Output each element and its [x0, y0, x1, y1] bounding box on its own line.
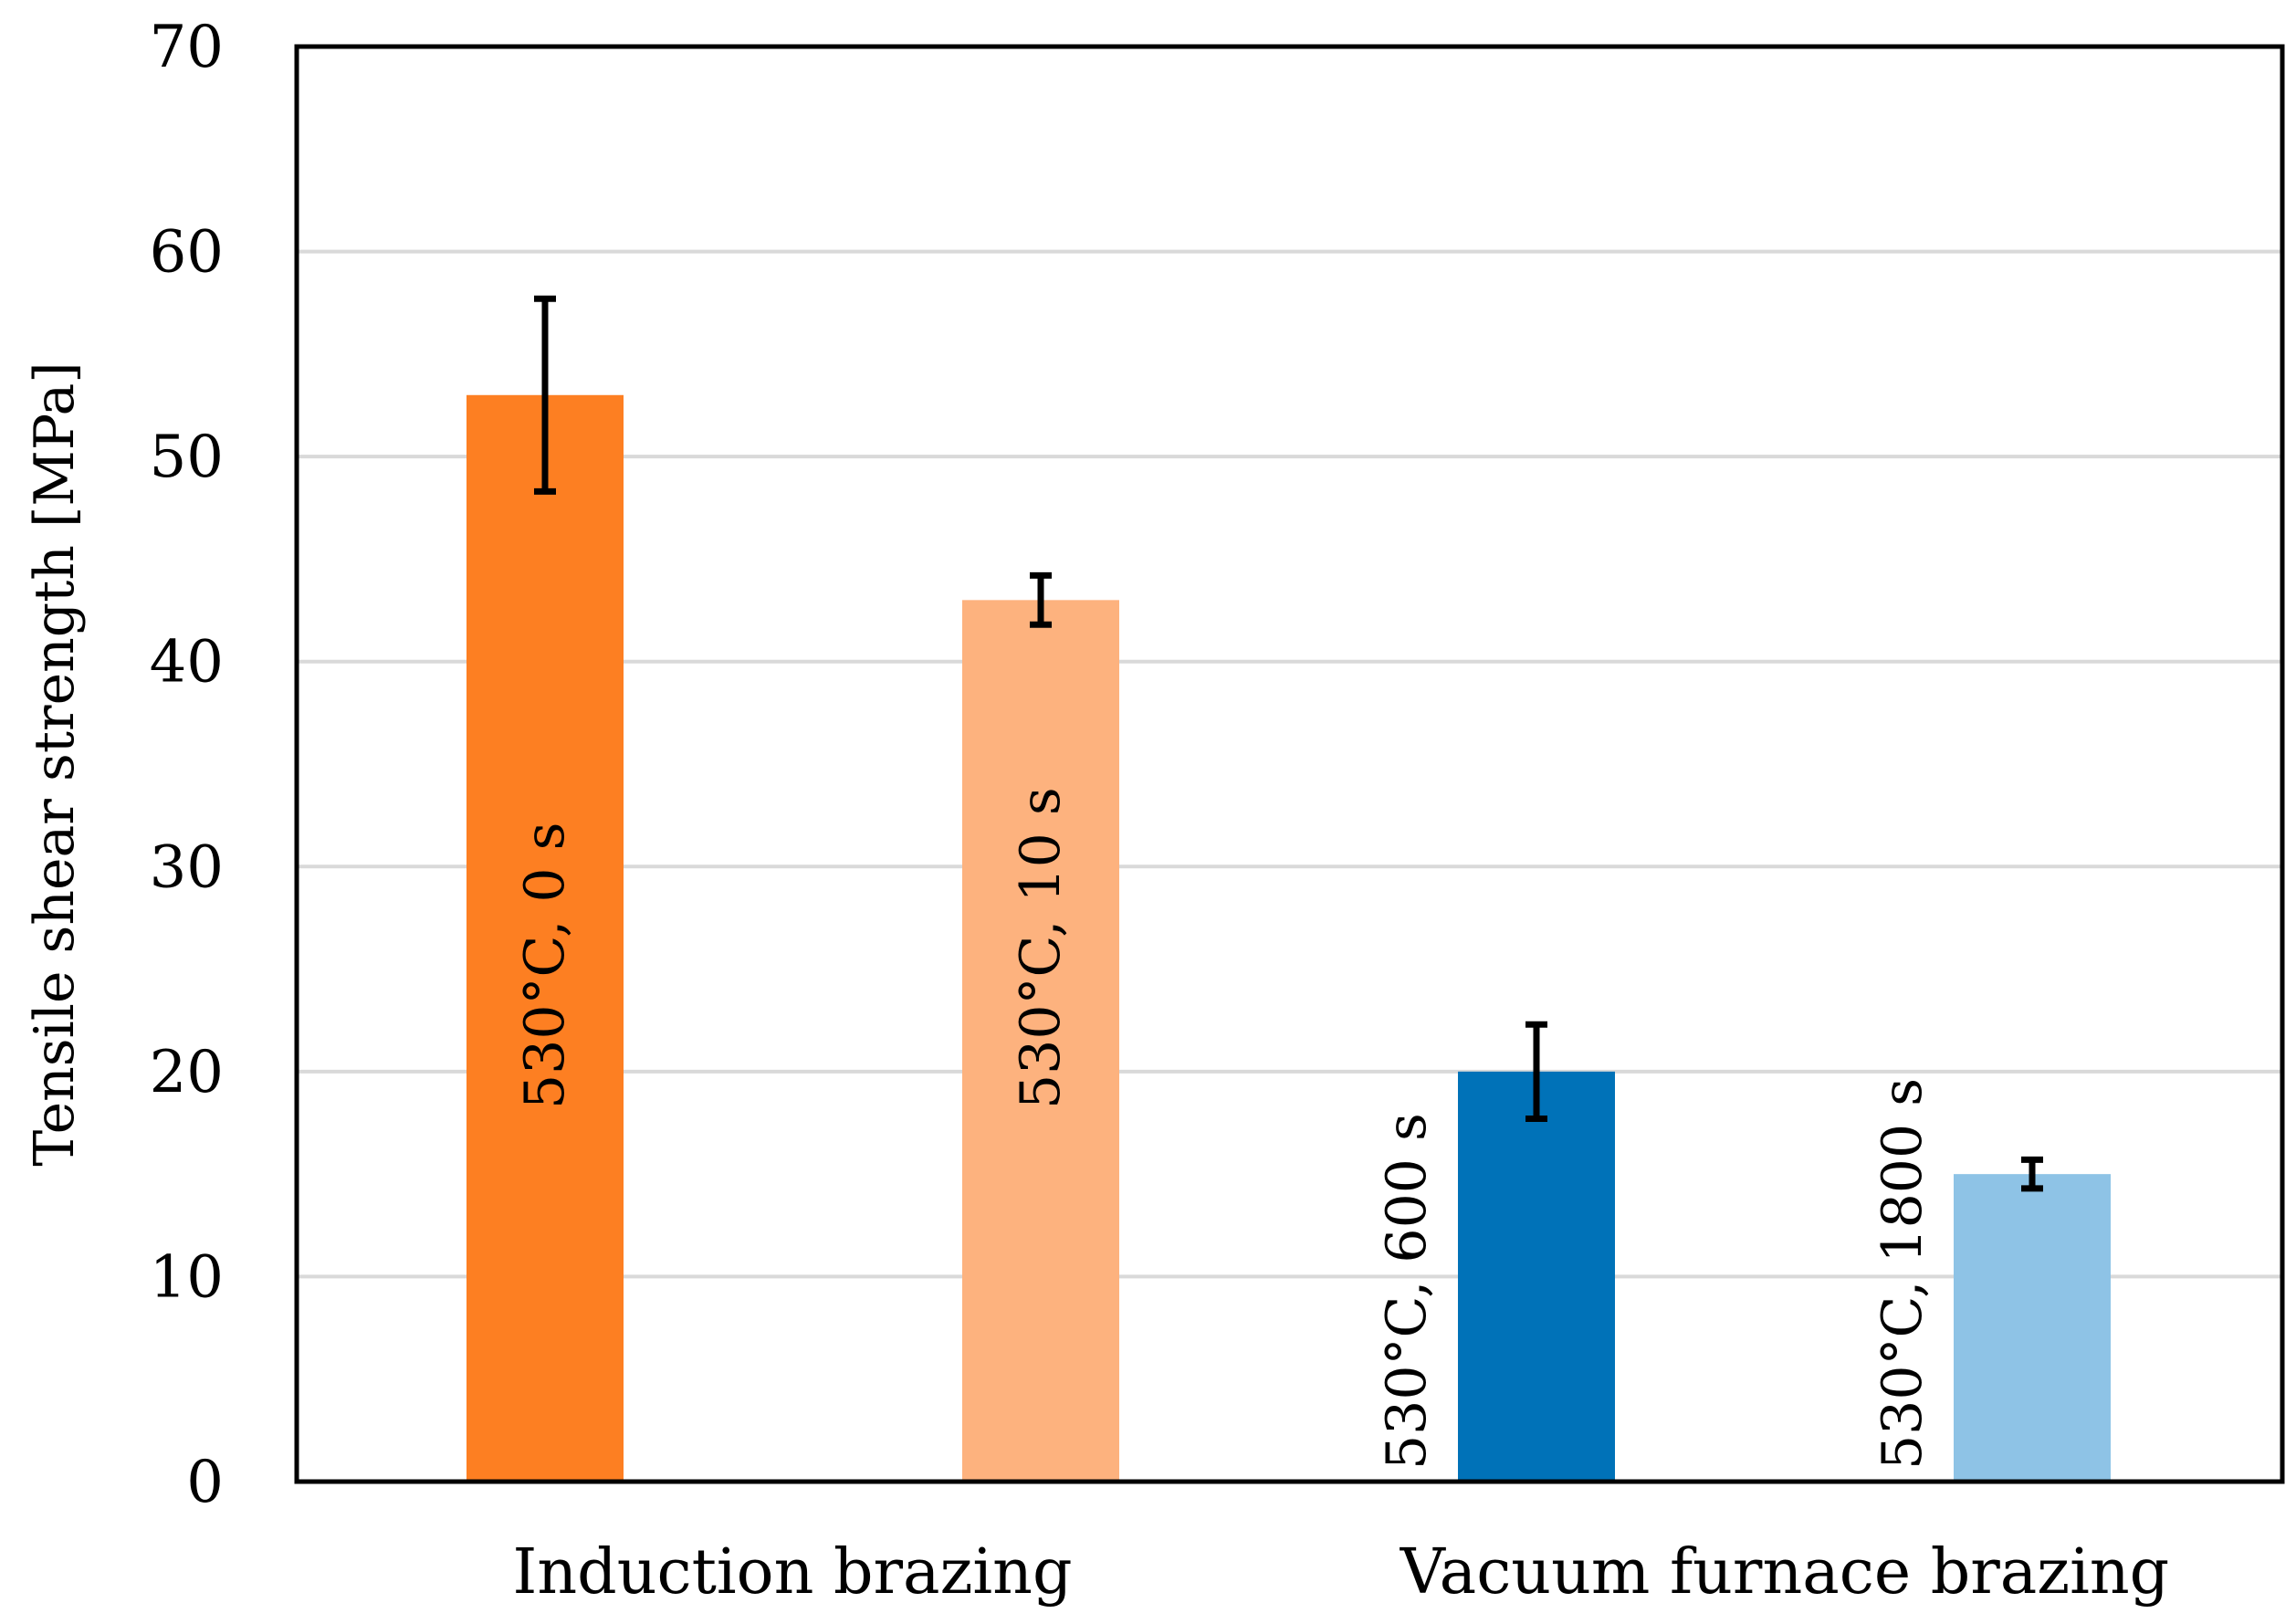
- y-tick-label: 20: [150, 1039, 224, 1106]
- bars: [467, 394, 2111, 1482]
- group-label: Induction brazing: [513, 1536, 1073, 1608]
- bar: [467, 394, 624, 1482]
- y-tick-label: 50: [150, 424, 224, 491]
- error-bars: [534, 295, 2043, 1192]
- x-axis-group-labels: Induction brazing Vacuum furnace brazing: [513, 1536, 2170, 1608]
- y-tick-label: 10: [150, 1243, 224, 1311]
- plot-area-frame: [294, 44, 2285, 1484]
- bar-label: 530°C, 600 s: [1375, 1113, 1439, 1470]
- bar-label: 530°C, 10 s: [1009, 787, 1073, 1109]
- y-axis-title: Tensile shear strength [MPa]: [23, 361, 87, 1166]
- y-tick-label: 30: [150, 833, 224, 901]
- bar: [962, 600, 1119, 1482]
- y-tick-label: 0: [186, 1449, 224, 1516]
- bar: [1954, 1174, 2111, 1482]
- bar-labels: 530°C, 0 s 530°C, 10 s 530°C, 600 s 530°C, …: [513, 787, 1934, 1470]
- y-tick-label: 70: [150, 14, 224, 81]
- y-tick-label: 60: [150, 219, 224, 287]
- y-axis-tick-labels: 0 10 20 30 40 50 60 70: [150, 14, 224, 1516]
- y-tick-label: 40: [150, 629, 224, 697]
- group-label: Vacuum furnace brazing: [1400, 1536, 2169, 1608]
- bar: [1458, 1071, 1615, 1482]
- bar-label: 530°C, 1800 s: [1871, 1078, 1934, 1470]
- bar-label: 530°C, 0 s: [513, 822, 577, 1109]
- gridlines: [297, 249, 2282, 1279]
